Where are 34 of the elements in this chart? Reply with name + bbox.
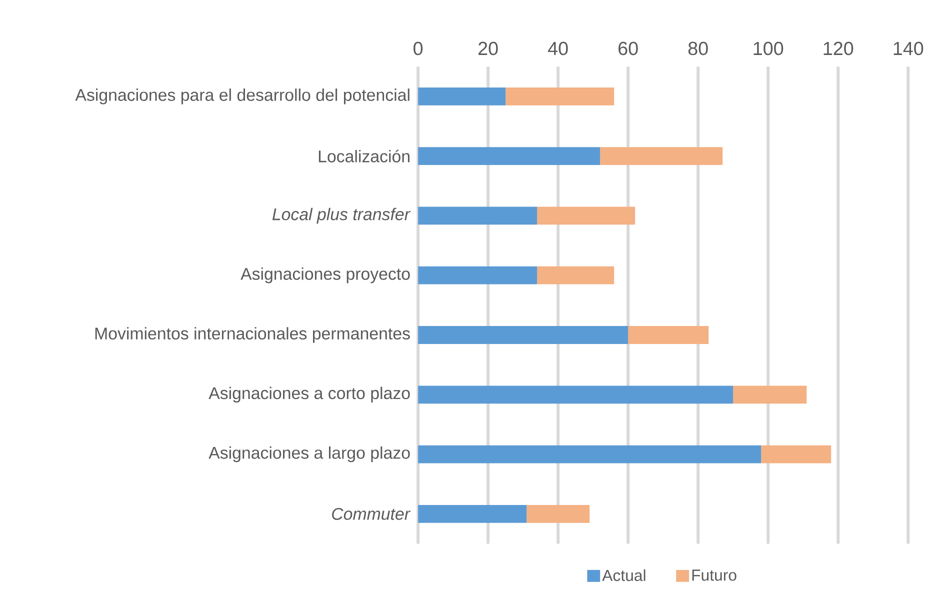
bar — [418, 445, 762, 464]
bar — [761, 445, 832, 464]
bar — [537, 266, 614, 284]
y-tick-label: Commuter — [332, 508, 411, 520]
y-tick-label: Localización — [318, 150, 410, 162]
bar — [418, 266, 538, 284]
x-tick-label: 120 — [824, 42, 854, 55]
y-tick-label: Movimientos internacionales permanentes — [95, 326, 410, 343]
bar — [418, 146, 600, 165]
x-tick-label: 80 — [688, 42, 708, 55]
y-tick-label: Local plus transfer — [272, 208, 411, 224]
y-tick-label: Asignaciones para el desarrollo del potencial — [75, 88, 410, 104]
bar — [506, 87, 614, 106]
x-tick-label: 0 — [414, 42, 423, 55]
bar — [628, 326, 709, 344]
bar — [418, 385, 734, 404]
y-tick-label: Asignaciones proyecto — [240, 267, 410, 284]
y-tick-label: Asignaciones a largo plazo — [208, 446, 410, 462]
bar — [600, 146, 723, 165]
bar — [418, 206, 538, 224]
x-tick-label: 20 — [478, 42, 498, 55]
bar — [418, 504, 527, 523]
bar — [537, 206, 636, 224]
bar — [526, 504, 590, 523]
legend-label: Actual — [602, 569, 646, 581]
legend-label: Futuro — [692, 569, 736, 581]
x-tick-label: 60 — [618, 42, 638, 55]
y-tick-label: Asignaciones a corto plazo — [208, 386, 410, 402]
bar — [733, 385, 807, 404]
x-tick-label: 140 — [894, 42, 924, 55]
bar — [418, 326, 628, 344]
bar — [418, 87, 506, 106]
x-tick-label: 100 — [754, 42, 784, 55]
x-tick-label: 40 — [548, 42, 568, 55]
